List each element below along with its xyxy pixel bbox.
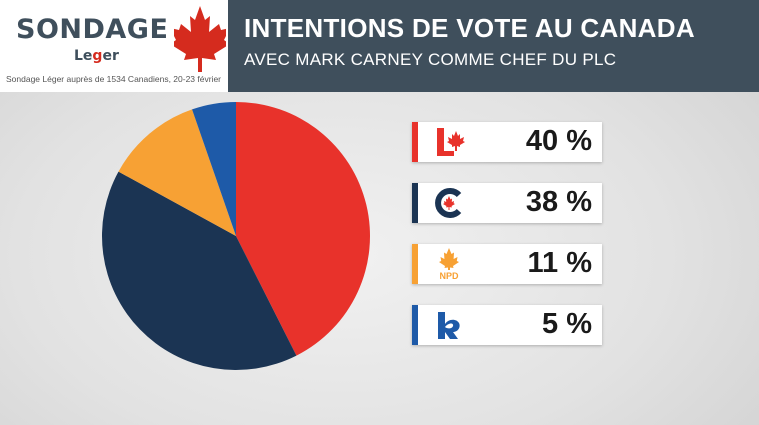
- pct-bq: 5 %: [542, 308, 592, 340]
- pie-slice-pcc: [101, 171, 297, 371]
- pie-slice-bq: [192, 102, 236, 236]
- pct-plc: 40 %: [525, 125, 592, 157]
- pie-chart: [96, 96, 376, 376]
- brand-title: SONDAGE: [16, 14, 169, 45]
- accent-bar: [412, 305, 418, 345]
- result-card-pcc: 38 %: [412, 183, 602, 223]
- source-note: Sondage Léger auprès de 1534 Canadiens, …: [6, 74, 222, 84]
- leger-suffix: er: [102, 48, 119, 64]
- result-card-bq: 5 %: [412, 305, 602, 345]
- conservative-logo-icon: [435, 188, 462, 218]
- result-card-npd: NPD 11 %: [412, 244, 602, 284]
- accent-bar: [412, 244, 418, 284]
- page-title: INTENTIONS DE VOTE AU CANADA: [244, 13, 695, 43]
- pct-pcc: 38 %: [525, 186, 592, 218]
- pie-chart-svg: [101, 102, 370, 371]
- pie-slice-plc: [236, 102, 370, 356]
- maple-leaf-icon: [174, 6, 226, 72]
- result-card-plc: 40 %: [412, 122, 602, 162]
- leger-prefix: Le: [74, 48, 93, 64]
- header-banner: SONDAGE Leger Sondage Léger auprès de 15…: [0, 0, 759, 92]
- ndp-logo-text: NPD: [439, 271, 459, 281]
- pie-slice-npd: [118, 109, 236, 236]
- page-subtitle: AVEC MARK CARNEY COMME CHEF DU PLC: [244, 50, 617, 69]
- bloc-logo-icon: [438, 312, 460, 339]
- accent-bar: [412, 183, 418, 223]
- accent-bar: [412, 122, 418, 162]
- sondage-logo-box: SONDAGE Leger Sondage Léger auprès de 15…: [0, 0, 228, 92]
- leger-wordmark: Leger: [74, 48, 119, 64]
- pct-npd: 11 %: [527, 247, 593, 279]
- ndp-logo-icon: NPD: [439, 248, 459, 281]
- leger-mark: g: [92, 48, 103, 64]
- liberal-logo-icon: [437, 128, 465, 156]
